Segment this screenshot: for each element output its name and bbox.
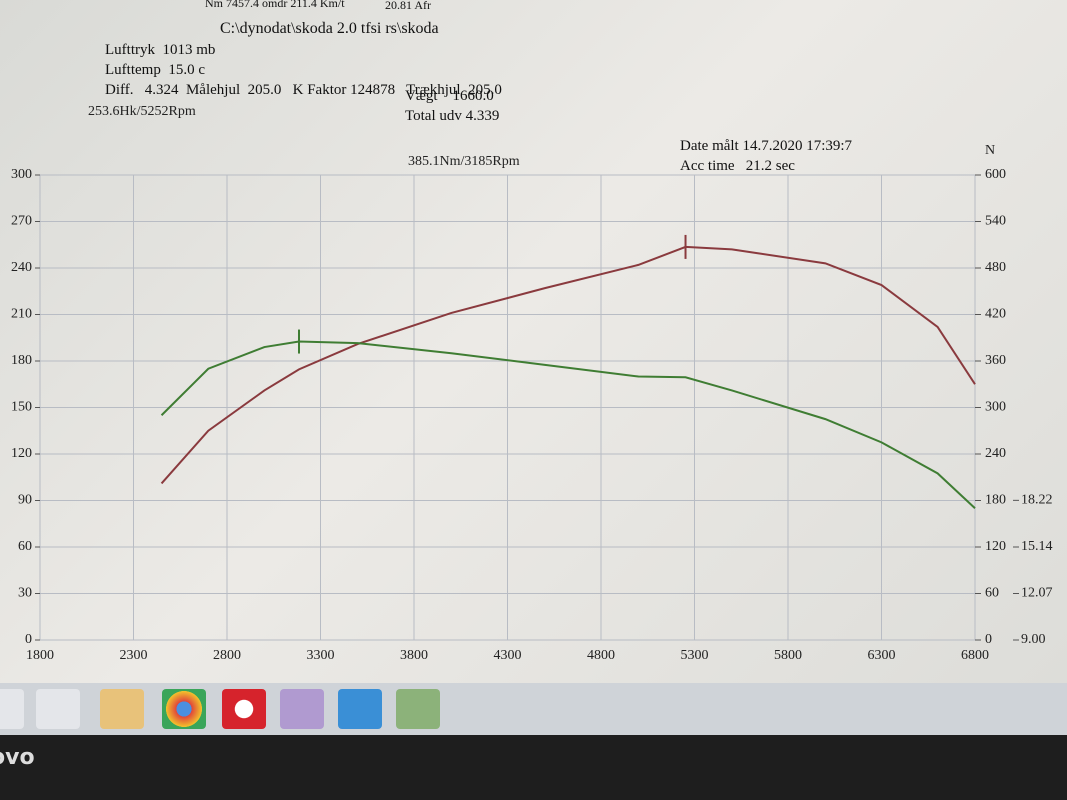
taskbar-icon[interactable] — [36, 689, 80, 729]
taskbar-icon[interactable] — [396, 689, 440, 729]
screen: Nm 7457.4 omdr 211.4 Km/t 20.81 Afr C:\d… — [0, 0, 1067, 735]
y2-tick-label: 540 — [985, 214, 1006, 229]
y2-tick-label: 120 — [985, 539, 1006, 554]
y-tick-label: 90 — [18, 493, 32, 508]
series-line — [160, 340, 976, 509]
y-tick-label: 60 — [18, 539, 32, 554]
torque-peak-label: 385.1Nm/3185Rpm — [408, 154, 520, 169]
x-tick-label: 5800 — [774, 648, 802, 663]
y-tick-label: 210 — [11, 307, 32, 322]
y2-tick-label: 60 — [985, 586, 999, 601]
acc-time: Acc time 21.2 sec — [680, 158, 795, 174]
file-path: C:\dynodat\skoda 2.0 tfsi rs\skoda — [220, 20, 439, 37]
y3-tick-label: 12.07 — [1021, 586, 1053, 601]
x-tick-label: 6800 — [961, 648, 989, 663]
y2-tick-label: 0 — [985, 632, 992, 647]
y3-tick-label: 18.22 — [1021, 493, 1053, 508]
y2-tick-label: 420 — [985, 307, 1006, 322]
chart: 1800 2300 2800 3300 3800 4300 4800 5300 5800 6300… — [11, 104, 1053, 663]
taskbar-icon[interactable] — [338, 689, 382, 729]
y2-tick-label: 600 — [985, 167, 1006, 182]
y2-tick-label: 180 — [985, 493, 1006, 508]
air-pressure: Lufttryk 1013 mb — [105, 42, 216, 58]
diff: Diff. 4.324 Målehjul 205.0 K Faktor 1248… — [105, 82, 502, 98]
x-tick-label: 4800 — [587, 648, 615, 663]
taskbar-icon[interactable] — [100, 689, 144, 729]
y-tick-label: 300 — [11, 167, 32, 182]
y-tick-label: 240 — [11, 260, 32, 275]
x-tick-label: 4300 — [494, 648, 522, 663]
series-line — [160, 245, 976, 485]
y3-tick-label: 15.14 — [1021, 539, 1053, 554]
x-tick-label: 3800 — [400, 648, 428, 663]
x-tick-label: 5300 — [681, 648, 709, 663]
y-tick-label: 270 — [11, 214, 32, 229]
y2-tick-label: 480 — [985, 260, 1006, 275]
status-line: Nm 7457.4 omdr 211.4 Km/t — [205, 0, 345, 10]
x-tick-label: 2800 — [213, 648, 241, 663]
x-tick-label: 6300 — [868, 648, 896, 663]
y-tick-label: 150 — [11, 400, 32, 415]
x-tick-label: 3300 — [307, 648, 335, 663]
y2-tick-label: 300 — [985, 400, 1006, 415]
y2-tick-label: 360 — [985, 353, 1006, 368]
y-tick-label: 30 — [18, 586, 32, 601]
air-temp: Lufttemp 15.0 c — [105, 62, 205, 78]
taskbar-icon[interactable] — [0, 689, 24, 729]
taskbar — [0, 683, 1067, 735]
x-tick-label: 2300 — [120, 648, 148, 663]
afr-readout: 20.81 Afr — [385, 0, 431, 12]
x-tick-label: 1800 — [26, 648, 54, 663]
weight: Vægt 1660.0 — [405, 88, 494, 104]
bezel-logo: ovo — [0, 745, 35, 770]
taskbar-icon[interactable] — [222, 689, 266, 729]
power-peak-label: 253.6Hk/5252Rpm — [88, 104, 196, 119]
y-tick-label: 0 — [25, 632, 32, 647]
y-tick-label: 120 — [11, 446, 32, 461]
y3-tick-label: 9.00 — [1021, 632, 1046, 647]
date: Date målt 14.7.2020 17:39:7 — [680, 138, 853, 154]
y-tick-label: 180 — [11, 353, 32, 368]
y2-tick-label: 240 — [985, 446, 1006, 461]
taskbar-icon[interactable] — [162, 689, 206, 729]
taskbar-icon[interactable] — [280, 689, 324, 729]
y2-axis-label: N — [985, 143, 995, 158]
total-ratio: Total udv 4.339 — [405, 108, 500, 124]
